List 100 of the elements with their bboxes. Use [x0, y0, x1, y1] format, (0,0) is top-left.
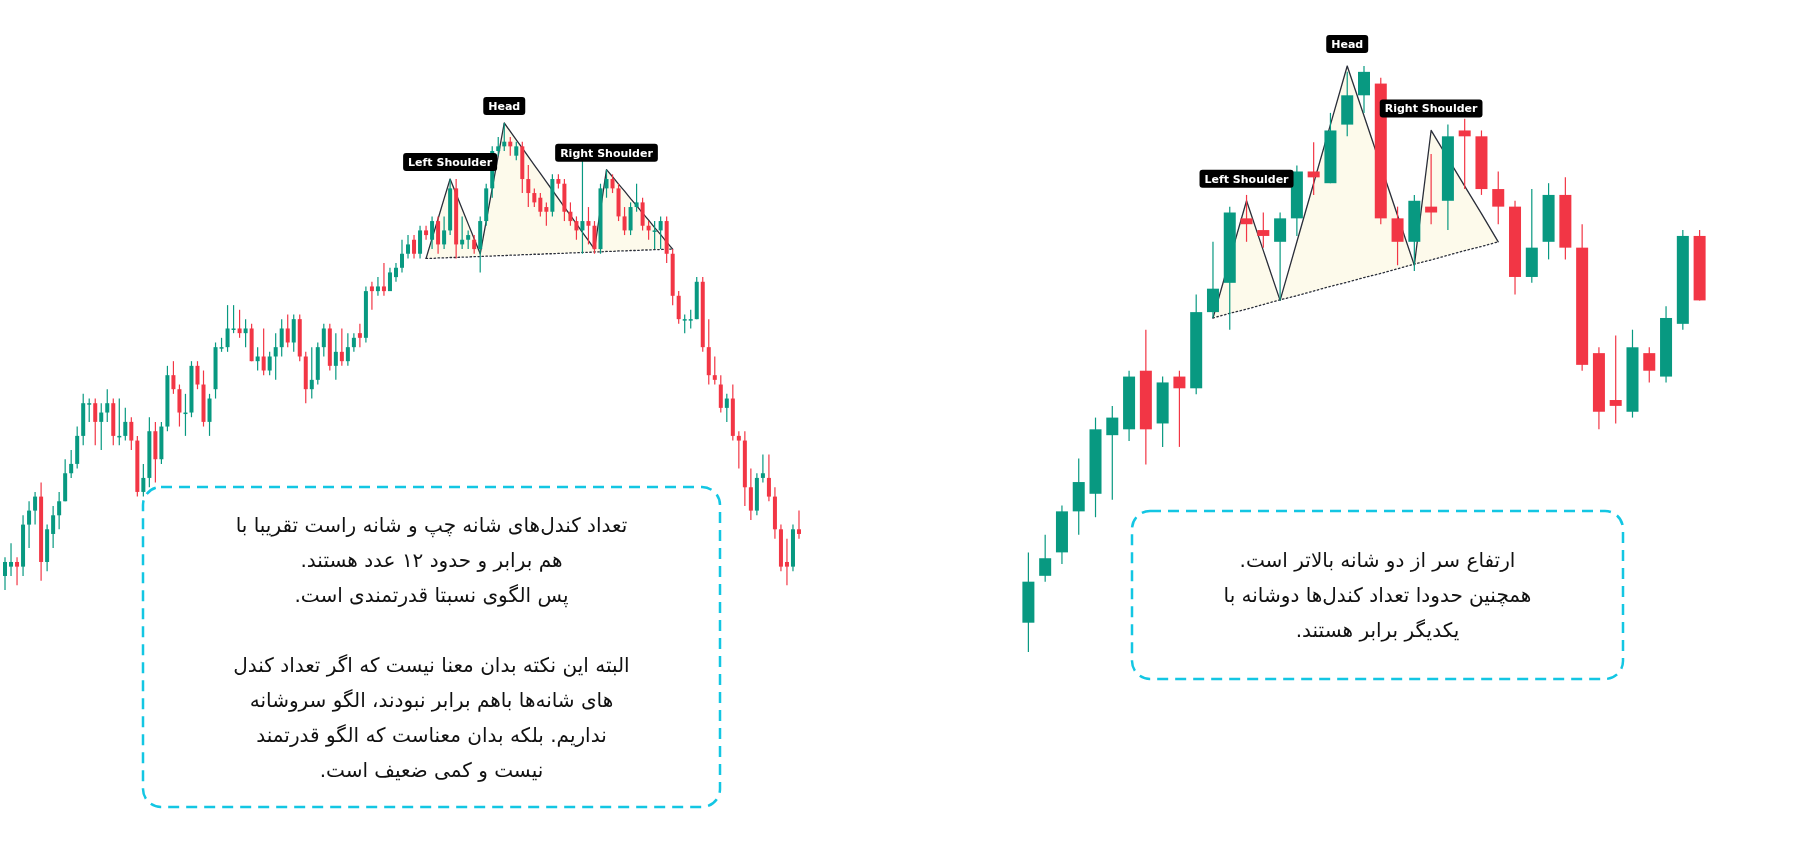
candlestick — [610, 173, 615, 194]
candlestick — [1358, 65, 1370, 114]
candlestick — [279, 318, 284, 358]
annotation: Right Shoulder — [1384, 102, 1479, 116]
candlestick — [424, 225, 429, 241]
candlestick — [640, 197, 645, 232]
candlestick — [177, 383, 182, 428]
candlestick — [718, 374, 723, 414]
candlestick — [1240, 194, 1253, 243]
candlestick — [676, 290, 681, 325]
annotation: Left Shoulder — [408, 156, 493, 170]
candlestick — [568, 201, 573, 227]
candlestick — [466, 229, 471, 250]
candlestick — [586, 206, 591, 246]
candlestick — [1274, 211, 1287, 301]
candlestick — [237, 309, 242, 339]
candlestick — [339, 327, 344, 367]
candlestick — [634, 183, 639, 213]
candlestick — [225, 304, 230, 353]
candlestick — [628, 201, 633, 236]
candlestick — [195, 360, 200, 390]
candlestick — [93, 397, 98, 446]
annotation: Right Shoulder — [560, 146, 654, 160]
candlestick — [1106, 405, 1119, 501]
candlestick — [207, 393, 212, 437]
candlestick — [1039, 534, 1052, 583]
candlestick — [1425, 153, 1438, 225]
candlestick — [688, 309, 693, 330]
candlestick — [622, 206, 627, 236]
candlestick — [430, 215, 435, 250]
candlestick — [514, 141, 519, 161]
candlestick — [1492, 170, 1505, 225]
candlestick — [51, 505, 56, 549]
candlestick — [243, 318, 248, 348]
candlestick — [105, 388, 110, 423]
candlestick — [604, 169, 609, 199]
candlestick — [1391, 206, 1404, 266]
candlestick — [1458, 118, 1471, 190]
candlestick — [33, 491, 38, 526]
candlestick — [309, 346, 314, 400]
candlestick — [658, 215, 663, 250]
candlestick — [267, 351, 272, 376]
candlestick — [712, 355, 717, 386]
candlestick — [544, 201, 549, 227]
candlestick — [285, 313, 290, 348]
candlestick — [381, 262, 386, 297]
label: Head — [483, 97, 526, 115]
candlestick — [273, 332, 278, 381]
candlestick — [784, 538, 789, 586]
candlestick — [736, 430, 741, 470]
candlestick — [436, 215, 441, 255]
candlestick — [291, 313, 296, 353]
candlestick — [406, 234, 411, 260]
candlestick — [129, 416, 134, 451]
candlestick — [1173, 370, 1186, 448]
candlestick — [369, 281, 374, 311]
candlestick — [27, 500, 32, 549]
candlestick — [69, 449, 74, 479]
candlestick — [1643, 346, 1656, 384]
candlestick — [99, 402, 104, 451]
annotation: Head — [1331, 38, 1364, 51]
candlestick — [1206, 241, 1219, 319]
annotation: Head — [488, 100, 521, 113]
candlestick — [760, 453, 765, 484]
label: Left Shoulder — [403, 153, 498, 172]
candlestick — [652, 220, 657, 250]
candlestick — [141, 463, 146, 498]
candlestick — [57, 491, 62, 530]
candlestick — [357, 323, 362, 348]
label: Head — [1326, 35, 1369, 53]
candlestick — [592, 220, 597, 255]
candlestick — [393, 262, 398, 283]
candlestick — [400, 239, 404, 274]
candlestick — [532, 187, 537, 208]
candlestick — [526, 164, 531, 208]
candlestick — [538, 192, 543, 217]
candlestick — [261, 327, 266, 376]
candlestick — [496, 136, 501, 157]
candlestick — [1307, 141, 1320, 196]
candlestick — [321, 323, 326, 358]
candlestick — [748, 467, 753, 521]
text: تعداد کندل‌های شانه چپ و شانه راست تقریبا با هم برابر و حدود ۱۲ عدد هستند. پس الگوی نسبتا قدرتمندی است. البته این نکته بدان معنا نیست که اگر تعداد کندل های شانه‌ها باهم برابر نبودند، الگو سروشانه نداریم. بلکه بدان معناست که الگو قدرتمند نیست و کمی ضعیف است. — [233, 512, 630, 782]
candlestick — [231, 304, 236, 334]
label: Right Shoulder — [1379, 99, 1483, 118]
candlestick — [171, 360, 176, 395]
candlestick — [3, 556, 8, 591]
candlestick — [123, 407, 128, 442]
candlestick — [418, 225, 423, 260]
candlestick — [412, 234, 417, 260]
candlestick — [1257, 211, 1270, 249]
candlestick — [574, 215, 579, 241]
candlestick — [442, 215, 447, 250]
candlestick — [15, 556, 20, 586]
annotation: ارتفاع سر از دو شانه بالاتر است. همچنین حدودا تعداد کندل‌ها دوشانه با یکدیگر برابر هستند. — [1223, 548, 1532, 642]
candlestick — [580, 159, 585, 255]
candlestick — [351, 332, 356, 353]
candlestick — [796, 510, 801, 540]
candlestick — [766, 453, 771, 502]
candlestick — [87, 397, 92, 423]
candlestick — [724, 393, 729, 423]
